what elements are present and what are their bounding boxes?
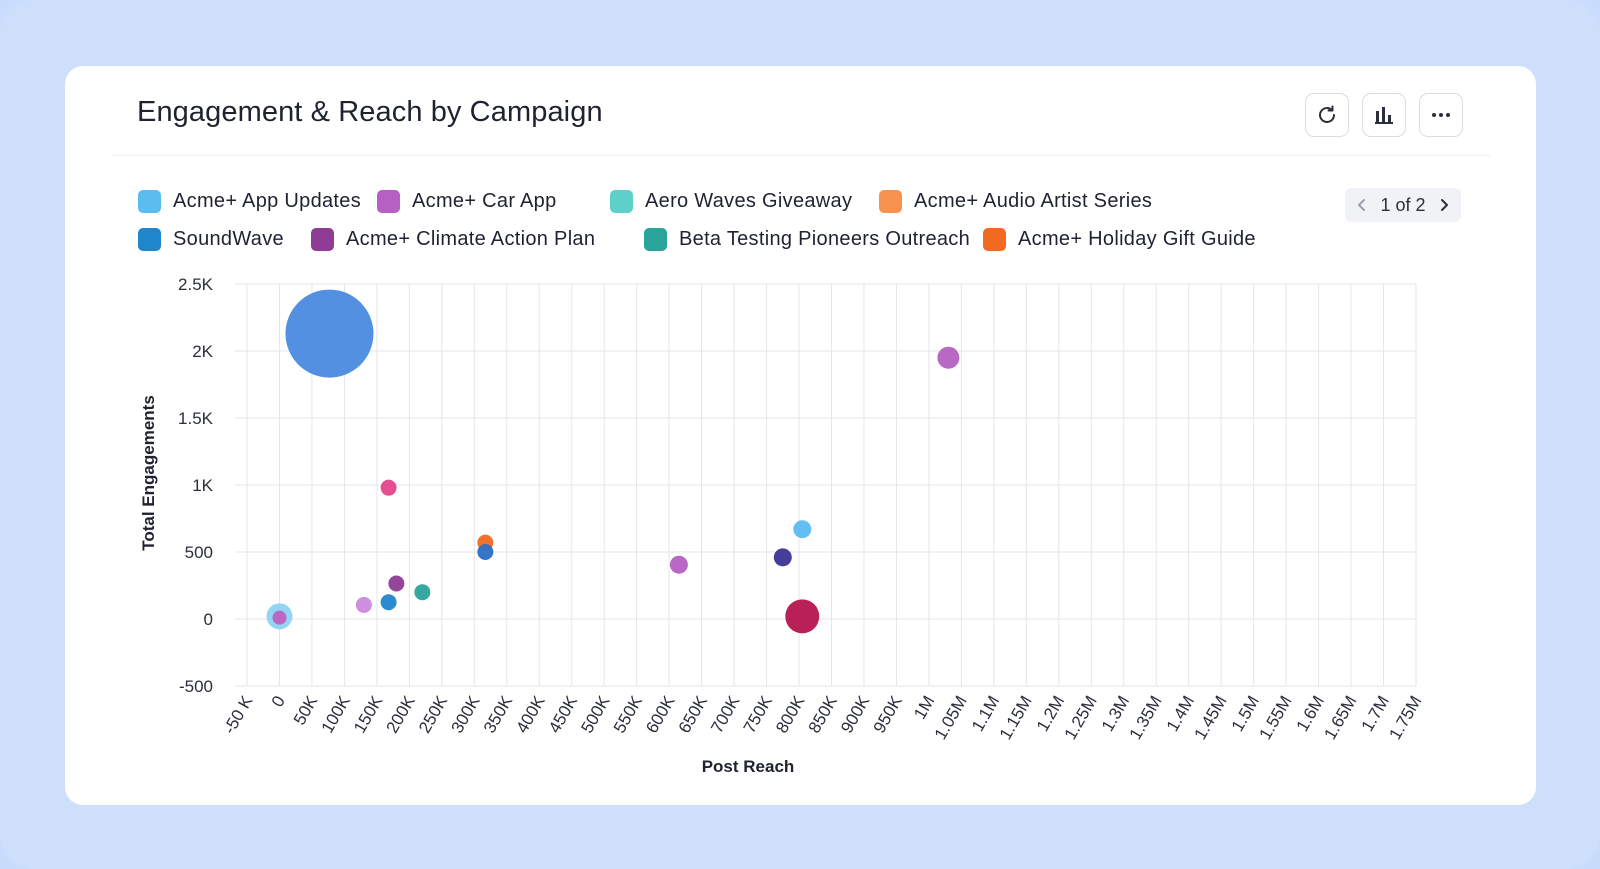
chevron-left-icon[interactable] — [1353, 196, 1371, 214]
legend-swatch — [879, 190, 902, 213]
y-tick-label: 2K — [192, 342, 213, 361]
data-point[interactable] — [477, 544, 494, 560]
data-point[interactable] — [414, 584, 431, 601]
legend-item-acme-holiday-gift-guide[interactable]: Acme+ Holiday Gift Guide — [983, 228, 1256, 251]
legend-swatch — [311, 228, 334, 251]
data-point[interactable] — [785, 599, 820, 634]
y-tick-label: -500 — [179, 677, 213, 696]
legend-label: Acme+ Climate Action Plan — [346, 228, 596, 250]
x-tick-label: 450K — [545, 692, 582, 736]
legend-item-beta-testing-pioneers-outreach[interactable]: Beta Testing Pioneers Outreach — [644, 228, 970, 251]
header-divider — [111, 155, 1490, 156]
y-tick-label: 500 — [185, 543, 213, 562]
x-tick-label: 750K — [740, 692, 777, 736]
x-tick-label: 1.25M — [1061, 693, 1101, 743]
x-axis-title: Post Reach — [702, 757, 795, 776]
x-tick-label: 850K — [805, 692, 842, 736]
x-tick-label: 1M — [910, 693, 938, 723]
y-tick-label: 1.5K — [178, 409, 214, 428]
refresh-button[interactable] — [1305, 93, 1349, 137]
card-title: Engagement & Reach by Campaign — [137, 96, 603, 128]
more-horizontal-icon — [1432, 113, 1450, 117]
data-point[interactable] — [773, 548, 792, 567]
x-tick-label: 800K — [772, 692, 809, 736]
more-options-button[interactable] — [1419, 93, 1463, 137]
x-tick-label: 1.75M — [1385, 693, 1425, 743]
x-tick-label: 200K — [383, 692, 420, 736]
legend-item-acme-app-updates[interactable]: Acme+ App Updates — [138, 190, 361, 213]
x-tick-label: 400K — [512, 692, 549, 736]
legend-swatch — [138, 228, 161, 251]
legend-swatch — [138, 190, 161, 213]
legend-swatch — [377, 190, 400, 213]
x-tick-label: 550K — [610, 692, 647, 736]
x-tick-label: 900K — [837, 692, 874, 736]
chevron-right-icon[interactable] — [1435, 196, 1453, 214]
legend-item-acme-audio-artist-series[interactable]: Acme+ Audio Artist Series — [879, 190, 1152, 213]
pager-text: 1 of 2 — [1380, 194, 1426, 215]
data-point[interactable] — [285, 289, 374, 378]
data-point[interactable] — [380, 594, 397, 611]
y-tick-label: 1K — [192, 476, 213, 495]
legend-item-acme-car-app[interactable]: Acme+ Car App — [377, 190, 557, 213]
card-toolbar — [1305, 93, 1463, 137]
x-tick-label: 50K — [290, 692, 322, 728]
x-tick-label: 0 — [268, 693, 289, 711]
data-point[interactable] — [272, 610, 287, 625]
x-tick-label: 1.15M — [996, 693, 1036, 743]
x-tick-label: 150K — [350, 692, 387, 736]
chart-type-button[interactable] — [1362, 93, 1406, 137]
legend-label: Beta Testing Pioneers Outreach — [679, 228, 971, 250]
data-point[interactable] — [937, 346, 960, 369]
legend-swatch — [610, 190, 633, 213]
x-tick-label: 1.45M — [1191, 693, 1231, 743]
legend-label: SoundWave — [173, 228, 284, 250]
x-tick-label: 250K — [415, 692, 452, 736]
legend-pager: 1 of 2 — [1345, 188, 1461, 222]
data-point[interactable] — [793, 520, 812, 539]
legend-label: Aero Waves Giveaway — [645, 190, 853, 212]
data-point[interactable] — [669, 555, 688, 574]
x-tick-label: 500K — [577, 692, 614, 736]
refresh-icon — [1319, 105, 1335, 123]
data-point[interactable] — [388, 575, 405, 592]
x-tick-label: 1.65M — [1320, 693, 1360, 743]
legend-swatch — [983, 228, 1006, 251]
scatter-chart: -50 K 0 50K100K150K200K250K300K350K400K450… — [139, 275, 1425, 776]
x-tick-label: 350K — [480, 692, 517, 736]
x-tick-label: 1.05M — [931, 693, 971, 743]
bar-chart-icon — [1375, 107, 1393, 124]
x-tick-label: 1.35M — [1126, 693, 1166, 743]
x-tick-label: 950K — [870, 692, 907, 736]
x-tick-label: 650K — [675, 692, 712, 736]
legend-label: Acme+ Holiday Gift Guide — [1018, 228, 1256, 250]
data-point[interactable] — [380, 479, 397, 496]
y-tick-label: 0 — [204, 610, 213, 629]
x-tick-label: 1.55M — [1255, 693, 1295, 743]
legend-label: Acme+ Car App — [412, 190, 557, 212]
legend-item-acme-climate-action-plan[interactable]: Acme+ Climate Action Plan — [311, 228, 595, 251]
legend-item-soundwave[interactable]: SoundWave — [138, 228, 284, 251]
legend-label: Acme+ Audio Artist Series — [914, 190, 1153, 212]
legend-item-aero-waves-giveaway[interactable]: Aero Waves Giveaway — [610, 190, 852, 213]
legend-swatch — [644, 228, 667, 251]
y-tick-label: 2.5K — [178, 275, 214, 294]
x-tick-label: 100K — [318, 692, 355, 736]
x-tick-label: 300K — [447, 692, 484, 736]
legend-label: Acme+ App Updates — [173, 190, 361, 212]
x-tick-label: 600K — [642, 692, 679, 736]
x-tick-label: 700K — [707, 692, 744, 736]
x-tick-label: -50 K — [220, 692, 257, 737]
data-point[interactable] — [355, 596, 372, 613]
y-axis-title: Total Engagements — [139, 395, 158, 551]
chart-card: Engagement & Reach by Campaign — [65, 66, 1536, 805]
